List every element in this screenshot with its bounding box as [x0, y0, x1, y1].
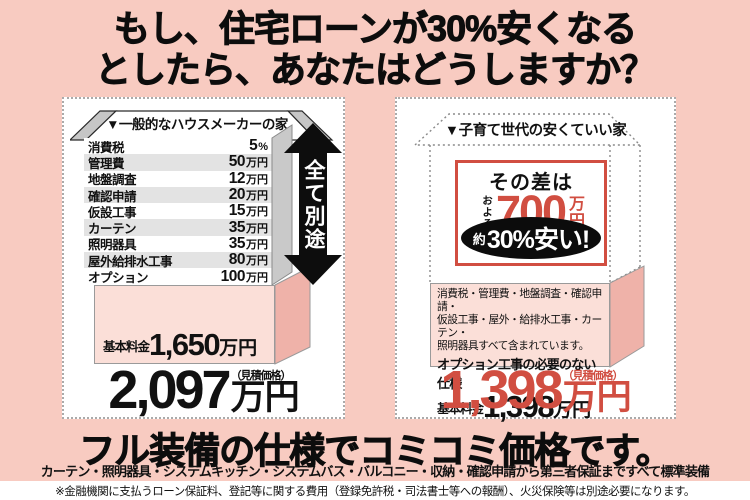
right-total-note: （見積価格） — [562, 370, 624, 382]
cost-row: 消費税 5% — [84, 137, 272, 155]
cost-row: 確認申請 20 万円 — [84, 186, 272, 204]
no-option-note: オプション工事の必要のない仕様 — [437, 357, 596, 391]
left-total-value: 2,097 — [108, 360, 231, 421]
base-price-value: 1,398 — [483, 389, 555, 424]
left-total-unit: 万円 — [230, 378, 300, 417]
cheaper-badge-text: 30%安い! — [486, 226, 590, 254]
all-extra-arrow-icon — [284, 123, 342, 285]
included-line: 仮設工事・屋外・給排水工事・カーテン・ — [437, 314, 602, 339]
base-price-label: 基本料金 — [103, 340, 150, 354]
table-3d-side — [271, 124, 311, 365]
right-total-price: 1,398 （見積価格） 万円 — [397, 360, 674, 421]
included-box-3d-side — [609, 265, 645, 368]
left-total-note: （見積価格） — [230, 370, 292, 382]
right-panel-title: ▼子育て世代の安くていい家 — [444, 123, 627, 139]
headline-line1: もし、住宅ローンが30%安くなる — [113, 8, 637, 50]
disclaimer-text: ※金融機関に支払うローン保証料、登記等に関する費用（登録免許税・司法書士等への報… — [55, 485, 695, 498]
left-base-price-box: 基本料金 1,650 万円 — [94, 285, 275, 364]
base-price-unit: 万円 — [553, 400, 592, 422]
cost-row: 地盤調査 12 万円 — [84, 170, 272, 187]
footer-subline: カーテン・照明器具・システムキッチン・システムバス・バルコニー・収納・確認申請か… — [40, 464, 710, 479]
base-price-unit: 万円 — [219, 337, 258, 359]
difference-heading: その差は — [489, 172, 573, 194]
headline-line2: としたら、あなたはどうしますか？ — [94, 49, 656, 91]
left-panel-title: ▼一般的なハウスメーカーの家 — [106, 117, 288, 132]
cost-row: カーテン 35 万円 — [84, 219, 272, 236]
right-total-value: 1,398 — [440, 360, 563, 421]
disclaimer: ※金融機関に支払うローン保証料、登記等に関する費用（登録免許税・司法書士等への報… — [0, 481, 750, 500]
right-panel: ▼子育て世代の安くていい家 その差は およそ 700 万円 約 30%安い! 消… — [395, 97, 676, 422]
difference-box: その差は およそ 700 万円 約 30%安い! — [455, 160, 607, 266]
base-price-label: 基本料金 — [437, 402, 484, 417]
headline: もし、住宅ローンが30%安くなる としたら、あなたはどうしますか？ — [0, 8, 750, 91]
left-panel: ▼一般的なハウスメーカーの家 消費税 5% 管理費 50 万円 地盤調査 12 万円 確認申請 2… — [62, 97, 345, 419]
left-base-price: 基本料金 1,650 万円 — [103, 326, 258, 362]
included-items-box: 消費税・管理費・地盤調査・確認申請・ 仮設工事・屋外・給排水工事・カーテン・ 照… — [430, 283, 610, 422]
right-base-price: 基本料金 1,398 万円 — [437, 389, 603, 424]
included-line: 照明器具すべて含まれています。 — [437, 340, 589, 352]
roof-shape-icon — [70, 110, 334, 141]
cost-row: 照明器具 35 万円 — [84, 235, 272, 252]
left-total-price: 2,097 （見積価格） 万円 — [64, 360, 343, 421]
included-line: 消費税・管理費・地盤調査・確認申請・ — [437, 288, 602, 313]
footer-headline: フル装備の仕様でコミコミ価格です。 — [79, 430, 672, 472]
cost-row: 管理費 50 万円 — [84, 153, 272, 171]
cost-table: 消費税 5% 管理費 50 万円 地盤調査 12 万円 確認申請 20 万円 仮設工事 15 万円 カーテン… — [84, 137, 272, 285]
base-price-value: 1,650 — [149, 326, 221, 362]
cost-row: オプション 100 万円 — [84, 268, 272, 285]
cost-row: 仮設工事 15 万円 — [84, 202, 272, 220]
cost-row: 屋外給排水工事 80 万円 — [84, 251, 272, 269]
all-extra-arrow-label: 全て別途 — [302, 159, 325, 251]
right-total-unit: 万円 — [562, 378, 632, 417]
cheaper-badge-prefix: 約 — [472, 231, 486, 247]
cheaper-badge: 約 30%安い! — [461, 217, 601, 259]
